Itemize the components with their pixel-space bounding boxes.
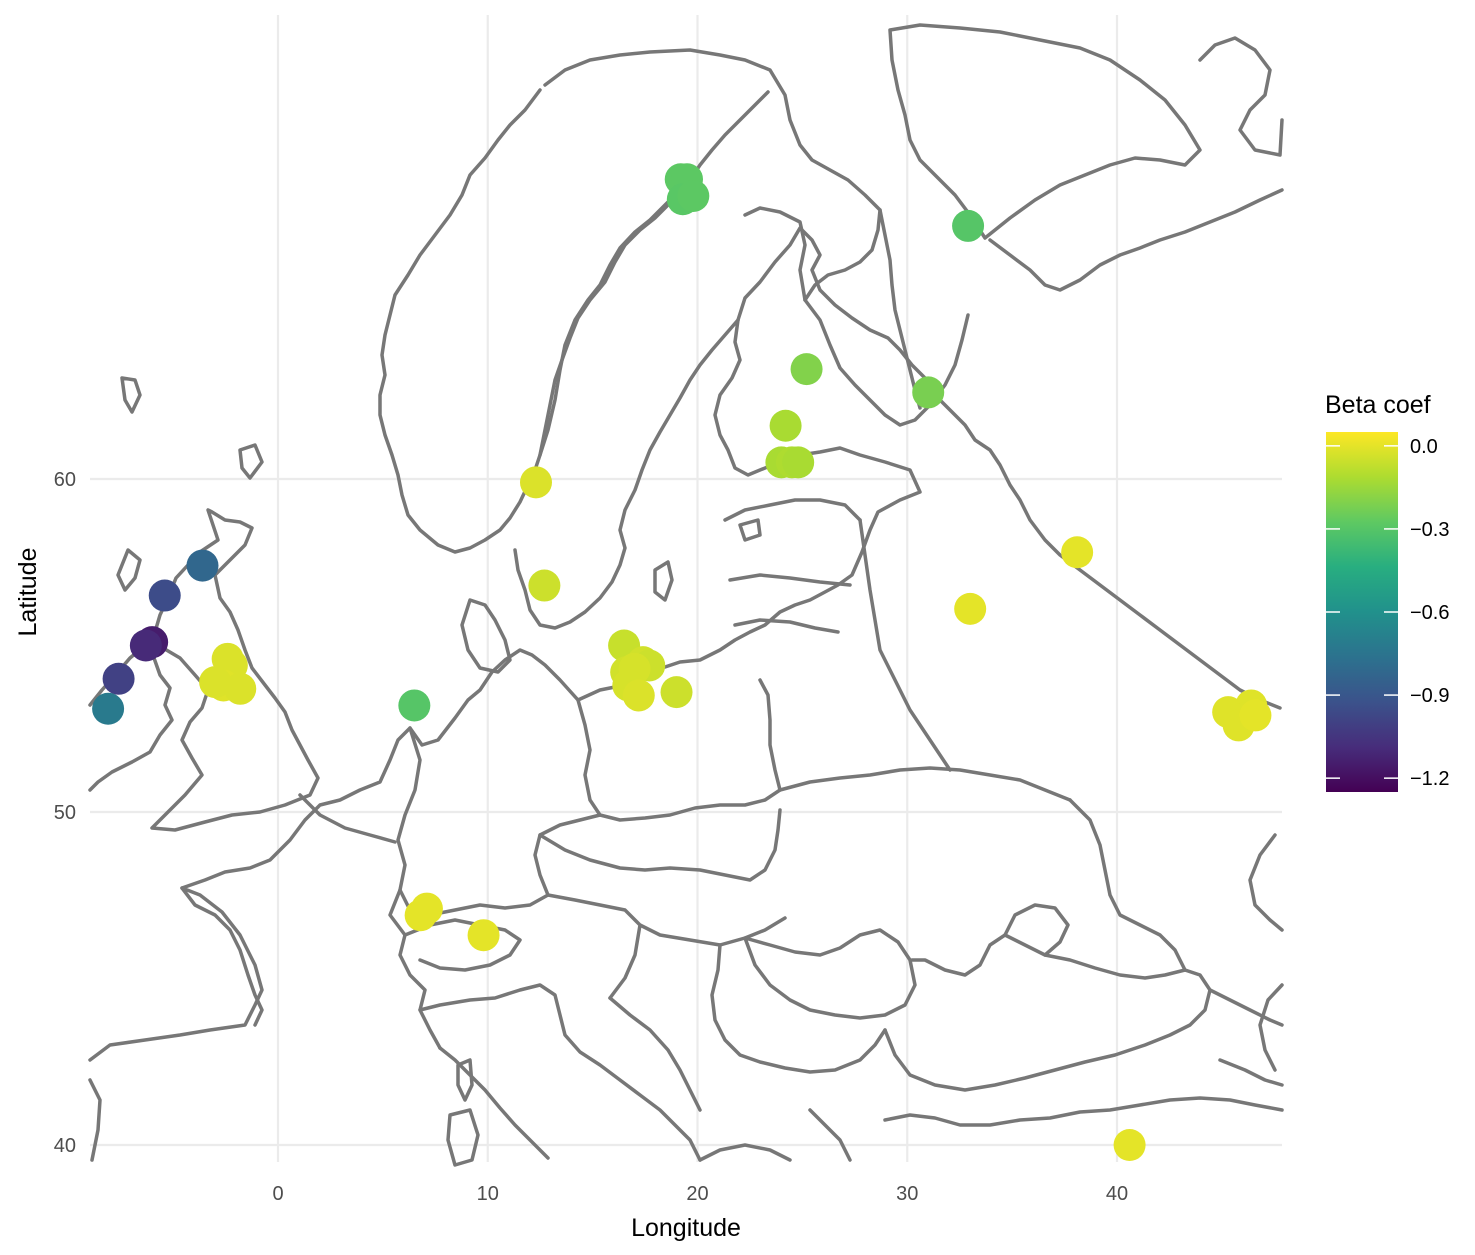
coastline-sardinia [446, 1108, 480, 1167]
legend-tick-label: 0.0 [1410, 436, 1438, 458]
legend-title: Beta coef [1325, 391, 1431, 419]
x-tick-label: 40 [1106, 1183, 1128, 1205]
data-point [952, 209, 985, 242]
data-point [677, 179, 710, 212]
coastline-white-sea [988, 188, 1284, 292]
data-point [102, 662, 135, 695]
legend-tick-label: −0.6 [1410, 602, 1449, 624]
border-norway-sweden [538, 186, 684, 457]
data-point [622, 679, 655, 712]
border-czech-slovakia [538, 808, 782, 882]
data-point [769, 409, 802, 442]
x-axis-title: Longitude [631, 1214, 741, 1242]
border-austria-hungary [546, 893, 787, 1000]
data-point [199, 666, 232, 699]
coastline-caspian [1248, 833, 1284, 1072]
europe-basemap [88, 23, 1284, 1167]
border-poland [576, 678, 782, 822]
data-point [410, 892, 443, 925]
x-tick-label: 30 [896, 1183, 918, 1205]
border-balkans [608, 943, 887, 1112]
border-romania [743, 928, 917, 1020]
data-point [1239, 699, 1272, 732]
coastline-shetland [120, 376, 142, 414]
border-finland-russia [878, 208, 922, 410]
data-point [467, 919, 500, 952]
coastline-greece [698, 1108, 852, 1162]
y-tick-label: 60 [54, 469, 76, 491]
coastline-saaremaa [738, 518, 762, 542]
data-point [528, 569, 561, 602]
data-point [790, 353, 823, 386]
border-caucasus [1208, 988, 1284, 1087]
color-legend: Beta coef 0.0 −0.3 −0.6 −0.9 −1.2 [1325, 391, 1449, 792]
data-point [1061, 536, 1094, 569]
data-point [224, 672, 257, 705]
data-point [1113, 1129, 1146, 1161]
coastline-hebrides [116, 548, 142, 592]
border-ukraine-russia [858, 518, 1187, 972]
coastline-continental-europe [88, 226, 1282, 1062]
coastline-italy [418, 983, 702, 1162]
data-point [912, 376, 945, 409]
y-tick-label: 50 [54, 802, 76, 824]
data-point [398, 689, 431, 722]
coastline-turkey [883, 1096, 1284, 1127]
x-tick-label: 10 [477, 1183, 499, 1205]
data-point [660, 676, 693, 709]
coastline-scandinavia [378, 48, 882, 554]
x-tick-label: 20 [686, 1183, 708, 1205]
y-tick-label: 40 [54, 1135, 76, 1157]
data-point [129, 629, 162, 662]
legend-tick-label: −1.2 [1410, 768, 1449, 790]
border-baltic-states [723, 498, 862, 634]
data-point [148, 579, 181, 612]
legend-tick-label: −0.3 [1410, 519, 1449, 541]
coastline-crimea [1003, 903, 1070, 957]
data-point [519, 466, 552, 499]
data-point [782, 446, 815, 479]
y-axis-title: Latitude [14, 548, 42, 637]
border-belarus-ukraine [778, 766, 1072, 802]
axes: 0 10 20 30 40 40 50 60 Longitude Latitude [14, 469, 1128, 1242]
coastline-gotland [653, 560, 674, 602]
coastline-kola [888, 23, 1202, 240]
coastline-denmark [460, 598, 512, 674]
data-point [186, 549, 219, 582]
border-switzerland [403, 918, 522, 972]
coastline-france-west [88, 886, 264, 1162]
coastline-corsica [456, 1058, 474, 1102]
coastline-sweden-baltic [513, 318, 740, 630]
x-tick-label: 0 [272, 1183, 283, 1205]
border-germany [396, 726, 602, 917]
data-points [92, 163, 1272, 1161]
border-france [298, 793, 442, 1050]
legend-tick-label: −0.9 [1410, 685, 1449, 707]
coastline-orkney [238, 443, 264, 480]
coastline-black-sea [883, 933, 1212, 1092]
data-point [92, 692, 125, 725]
data-point [954, 592, 987, 625]
coastline-northeast [1198, 36, 1284, 157]
